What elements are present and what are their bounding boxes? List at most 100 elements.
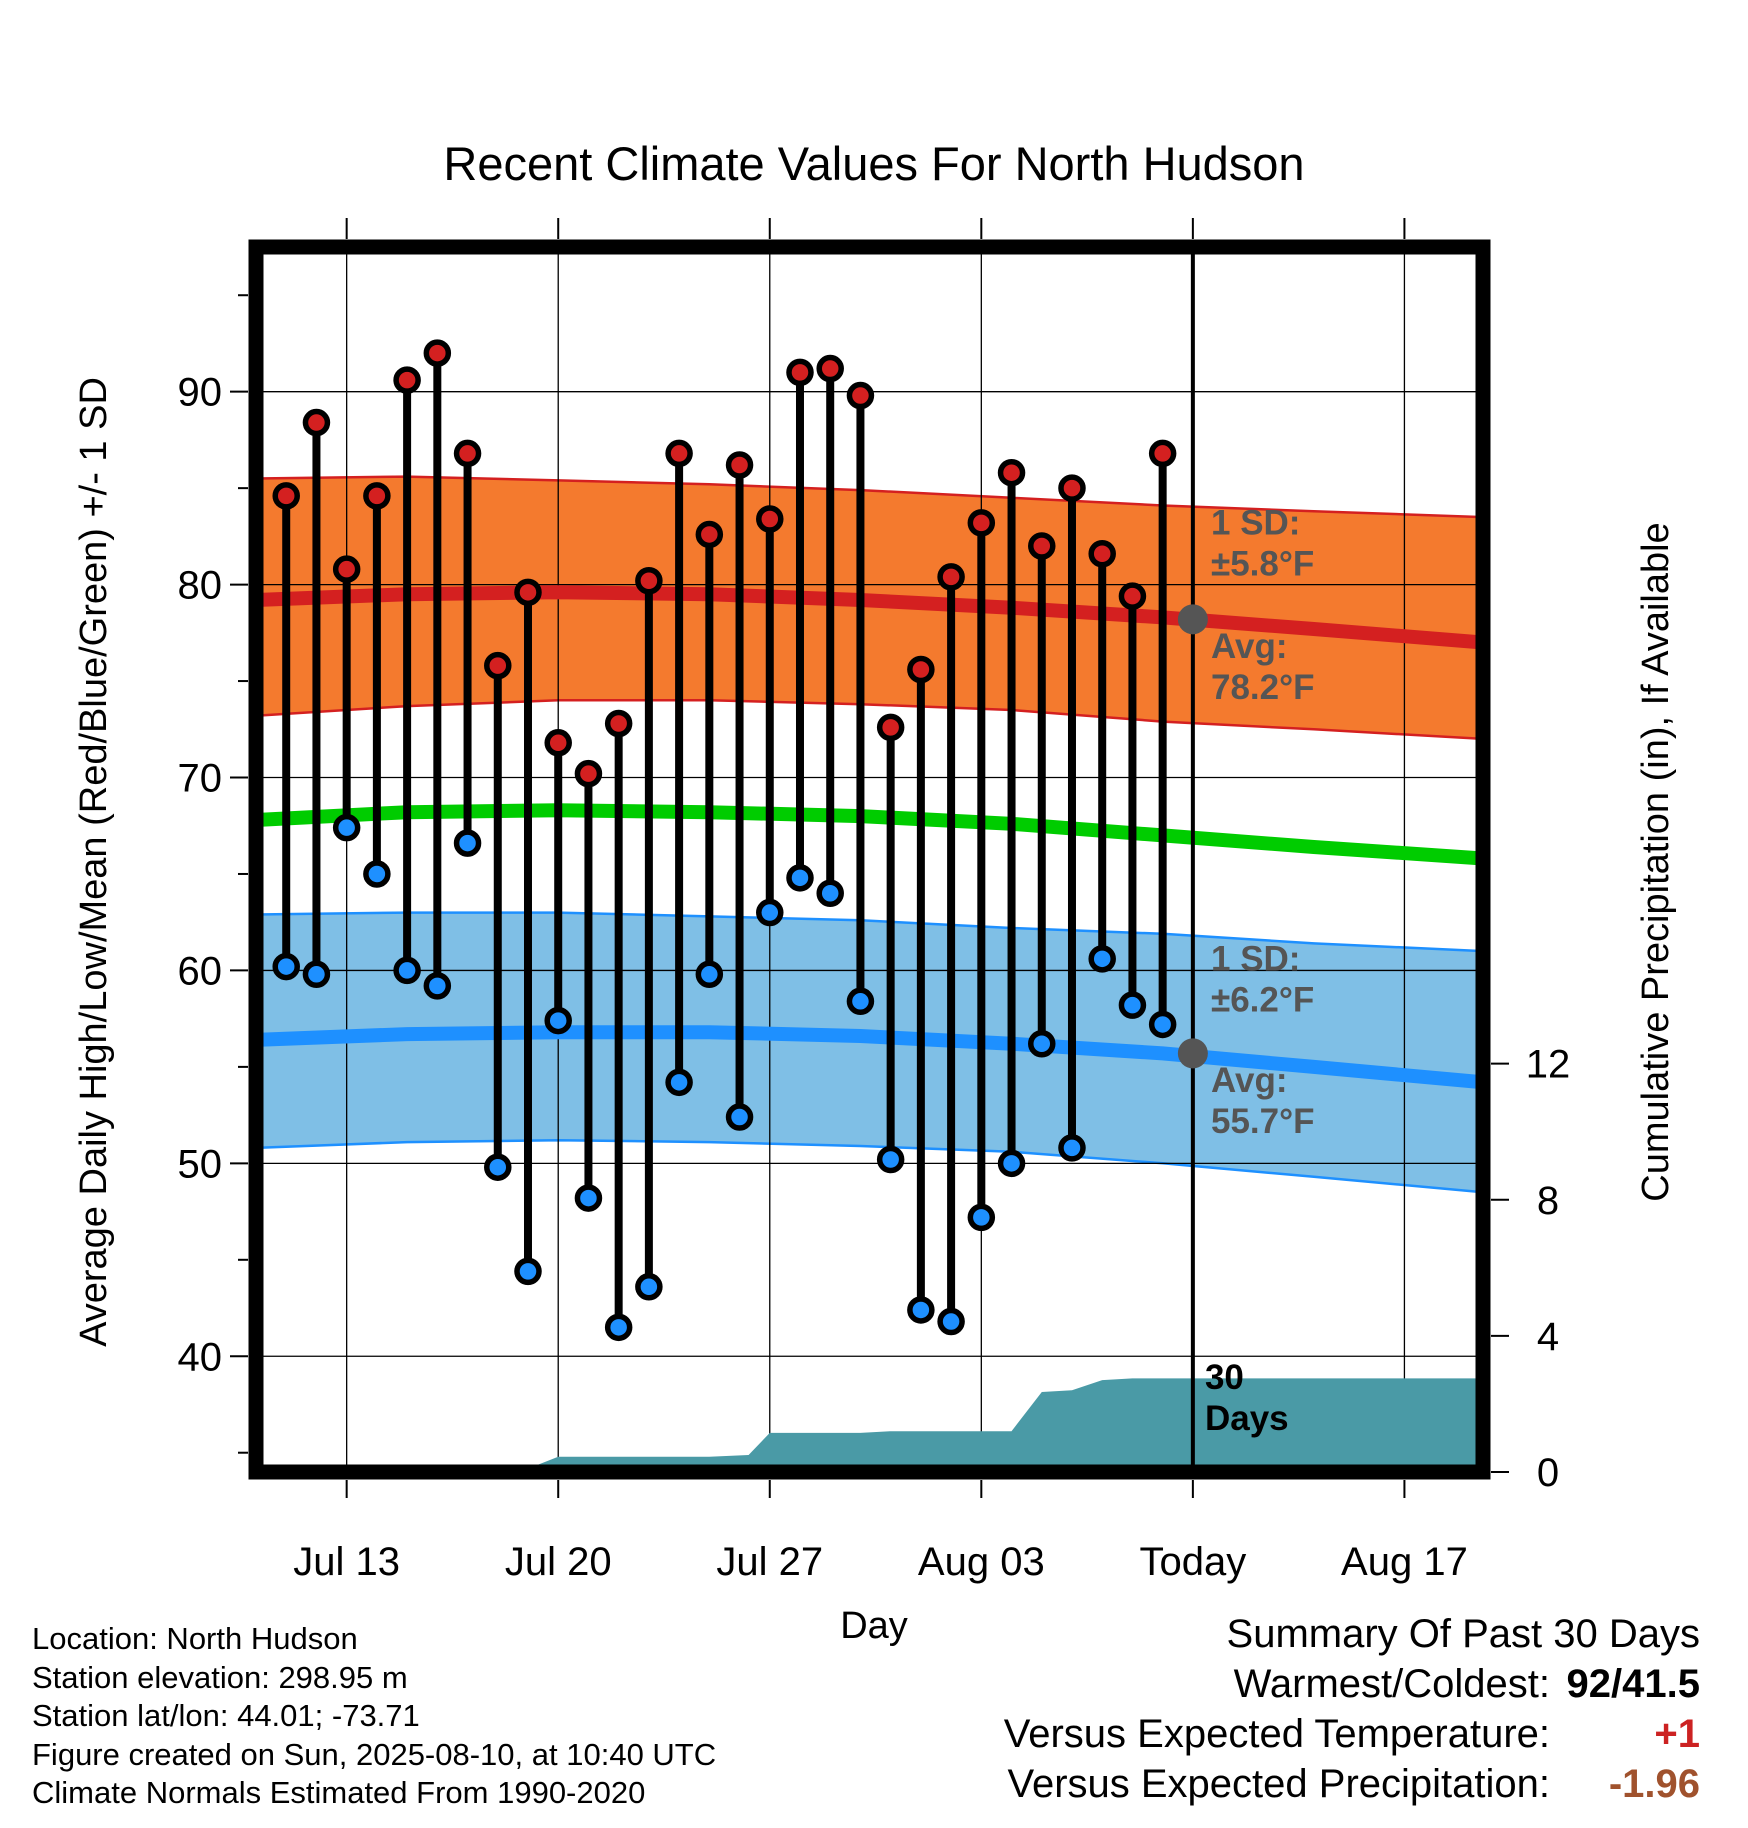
high-point — [453, 439, 482, 468]
summary-precip-row: Versus Expected Precipitation: -1.96 — [1004, 1762, 1700, 1812]
x-axis-label: Day — [840, 1605, 908, 1647]
low-point — [423, 972, 452, 1000]
x-tick-label: Today — [1139, 1540, 1246, 1584]
low-point — [1088, 945, 1116, 973]
low-point — [393, 956, 421, 985]
y-tick-label: 70 — [178, 757, 223, 801]
low-point — [937, 1307, 965, 1336]
high-point — [514, 578, 542, 607]
x-tick-label: Aug 03 — [918, 1540, 1045, 1584]
high-point — [695, 520, 724, 549]
annotation-line: ±5.8°F — [1211, 544, 1314, 583]
high-point — [1058, 474, 1086, 502]
low-point — [907, 1296, 935, 1324]
low-point — [725, 1103, 754, 1131]
annotation-text: 1 SD: ±5.8°F — [1211, 503, 1314, 583]
high-point — [544, 729, 572, 757]
high-sd-band — [256, 476, 1483, 739]
high-point — [332, 555, 361, 583]
summary-title: Summary Of Past 30 Days — [1226, 1612, 1700, 1656]
low-point — [665, 1068, 693, 1097]
high-point — [1118, 582, 1147, 610]
warmest-label: Warmest/Coldest: — [1233, 1662, 1550, 1706]
high-point — [423, 339, 452, 367]
annotation-text: 1 SD: ±6.2°F — [1211, 939, 1314, 1019]
low-point — [695, 960, 724, 989]
high-point — [967, 509, 996, 537]
y-tick-label: 90 — [178, 371, 223, 415]
x-tick-label: Jul 20 — [505, 1540, 612, 1584]
high-point — [786, 358, 814, 387]
x-tick-label: Jul 27 — [716, 1540, 823, 1584]
high-point — [876, 713, 905, 742]
high-point — [937, 563, 965, 591]
y2-tick-label: 12 — [1526, 1043, 1571, 1087]
temp-value: +1 — [1654, 1712, 1700, 1756]
low-point — [332, 813, 361, 842]
high-point — [604, 709, 633, 738]
annotation-line: Days — [1205, 1399, 1289, 1438]
x-tick-label: Aug 17 — [1341, 1540, 1468, 1584]
high-point — [1088, 539, 1116, 568]
low-point — [786, 864, 814, 892]
low-point — [635, 1273, 663, 1301]
high-point — [665, 439, 693, 468]
info-location: Location: North Hudson — [32, 1621, 358, 1656]
high-point — [1148, 439, 1177, 468]
avg-marker — [1177, 1038, 1208, 1069]
low-point — [997, 1149, 1026, 1178]
low-point — [967, 1203, 996, 1232]
temp-label: Versus Expected Temperature: — [1003, 1712, 1550, 1756]
low-point — [756, 898, 784, 927]
high-point — [635, 566, 663, 595]
annotation-line: 30 — [1205, 1358, 1244, 1397]
annotation-text: 30 Days — [1205, 1358, 1289, 1438]
annotation-line: 78.2°F — [1211, 668, 1315, 707]
high-point — [484, 651, 512, 680]
annotation-line: 1 SD: — [1211, 939, 1300, 978]
high-point — [907, 655, 935, 684]
high-point — [393, 366, 421, 394]
y-tick-label: 80 — [178, 564, 223, 608]
summary-temp-row: Versus Expected Temperature: +1 — [1004, 1712, 1700, 1762]
annotation-line: Avg: — [1211, 627, 1287, 666]
y-tick-label: 60 — [178, 949, 223, 993]
annotation-line: Avg: — [1211, 1061, 1287, 1100]
low-point — [1058, 1134, 1086, 1162]
info-created: Figure created on Sun, 2025-08-10, at 10… — [32, 1736, 717, 1772]
low-point — [876, 1145, 905, 1174]
normal-low-line — [256, 1025, 1483, 1090]
high-point — [997, 458, 1026, 487]
y2-tick-label: 4 — [1537, 1315, 1559, 1359]
low-point — [453, 829, 482, 857]
low-point — [1028, 1029, 1056, 1058]
y-tick-label: 50 — [178, 1142, 223, 1186]
precip-value: -1.96 — [1608, 1762, 1700, 1806]
low-point — [604, 1313, 633, 1342]
low-point — [302, 960, 331, 989]
low-point — [514, 1257, 542, 1286]
high-point — [302, 408, 331, 437]
warmest-value: 92/41.5 — [1566, 1662, 1700, 1706]
y2-tick-label: 8 — [1537, 1179, 1559, 1223]
low-point — [1118, 991, 1147, 1019]
low-point — [544, 1006, 572, 1035]
y2-tick-label: 0 — [1537, 1451, 1559, 1495]
high-point — [574, 759, 603, 788]
annotation-line: 55.7°F — [1211, 1102, 1315, 1141]
low-point — [272, 952, 300, 981]
x-tick-label: Jul 13 — [293, 1540, 400, 1584]
station-info: Location: North Hudson Station elevation… — [32, 1620, 716, 1813]
low-point — [1148, 1010, 1177, 1039]
low-sd-lower-edge — [256, 1138, 1483, 1194]
summary-title-row: Summary Of Past 30 Days — [1004, 1612, 1700, 1662]
info-elevation: Station elevation: 298.95 m — [32, 1659, 408, 1695]
precip-area — [256, 1378, 1483, 1472]
avg-marker — [1177, 604, 1208, 635]
high-point — [846, 381, 875, 410]
high-point — [272, 482, 300, 510]
annotation-line: ±6.2°F — [1211, 980, 1314, 1019]
high-point — [1028, 532, 1056, 560]
high-point — [756, 505, 784, 533]
